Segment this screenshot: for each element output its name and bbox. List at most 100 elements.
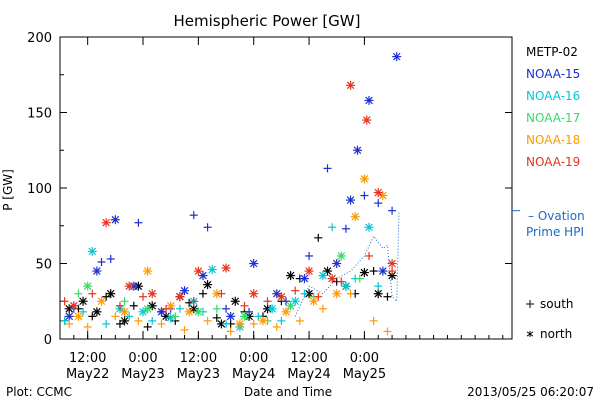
- legend-entry: METP-02: [526, 45, 578, 59]
- south-marker: [295, 316, 304, 325]
- south-marker: [139, 292, 148, 301]
- plot-source: Plot: CCMC: [6, 385, 72, 399]
- south-marker: [318, 304, 327, 313]
- north-marker: [373, 188, 383, 198]
- south-marker: [83, 322, 92, 331]
- south-marker: [369, 267, 378, 276]
- north-marker: [258, 316, 268, 326]
- south-marker: [374, 282, 383, 291]
- south-marker: [240, 301, 249, 310]
- x-axis-label: Date and Time: [244, 385, 332, 399]
- north-marker: [281, 307, 291, 317]
- south-marker: [88, 289, 97, 298]
- plot-frame: [59, 36, 513, 340]
- south-marker: [102, 319, 111, 328]
- north-marker: [392, 52, 402, 62]
- north-marker: [198, 271, 208, 281]
- x-tick-date-label: May25: [343, 367, 386, 382]
- south-marker: [369, 316, 378, 325]
- north-marker: [249, 289, 259, 299]
- south-marker: [277, 316, 286, 325]
- north-marker: [143, 304, 153, 314]
- south-marker: [360, 191, 369, 200]
- north-marker: [207, 265, 217, 275]
- south-marker: [374, 199, 383, 208]
- south-marker: [245, 307, 254, 316]
- legend-north-label: north: [540, 327, 572, 341]
- south-marker: [323, 164, 332, 173]
- south-marker: [175, 304, 184, 313]
- y-tick-label: 150: [27, 107, 52, 122]
- x-tick-date-label: May24: [232, 367, 275, 382]
- south-marker: [180, 325, 189, 334]
- legend-entry: NOAA-18: [526, 133, 580, 147]
- y-tick-label: 0: [44, 333, 52, 348]
- north-marker: [378, 191, 388, 201]
- north-marker: [87, 246, 97, 256]
- north-marker: [309, 296, 319, 306]
- north-marker: [364, 95, 374, 105]
- north-marker: [341, 281, 351, 291]
- south-marker: [388, 206, 397, 215]
- south-marker: [65, 319, 74, 328]
- north-marker: [180, 286, 190, 296]
- south-marker: [198, 289, 207, 298]
- north-marker: [166, 301, 176, 311]
- x-tick-date-label: May24: [287, 367, 330, 382]
- south-marker: [60, 316, 69, 325]
- north-marker: [359, 268, 369, 278]
- north-marker: [364, 222, 374, 232]
- north-marker: [276, 292, 286, 302]
- north-marker: [92, 307, 102, 317]
- north-marker: [286, 301, 296, 311]
- north-marker: [69, 301, 79, 311]
- south-marker: [254, 312, 263, 321]
- north-marker: [147, 301, 157, 311]
- south-marker: [212, 313, 221, 322]
- x-tick-date-label: May23: [121, 367, 164, 382]
- north-marker: [64, 304, 74, 314]
- south-marker: [291, 286, 300, 295]
- south-marker: [337, 277, 346, 286]
- north-marker: [286, 271, 296, 281]
- north-marker: [110, 215, 120, 225]
- north-marker: [249, 259, 259, 268]
- x-tick-time-label: 12:00: [69, 351, 106, 366]
- south-marker: [157, 319, 166, 328]
- y-tick-label: 200: [27, 31, 52, 46]
- north-marker: [318, 271, 328, 281]
- north-marker: [346, 80, 356, 90]
- north-marker: [373, 289, 383, 299]
- y-axis-label: P [GW]: [1, 169, 15, 211]
- ovation-legend-line1: – Ovation: [528, 209, 585, 223]
- x-tick-time-label: 12:00: [290, 351, 327, 366]
- north-marker: [304, 266, 314, 276]
- south-marker: [203, 316, 212, 325]
- north-marker: [175, 292, 185, 302]
- south-marker: [60, 297, 69, 306]
- north-marker: [106, 289, 116, 299]
- x-tick-time-label: 12:00: [180, 351, 217, 366]
- north-marker: [147, 289, 157, 299]
- south-marker: [305, 251, 314, 260]
- north-marker: [221, 263, 231, 273]
- north-marker: [332, 259, 342, 268]
- north-marker: [230, 296, 240, 306]
- north-marker: [226, 311, 236, 321]
- south-marker: [106, 254, 115, 263]
- north-marker: [83, 281, 93, 291]
- legend-entry: NOAA-15: [526, 67, 580, 81]
- south-marker: [143, 322, 152, 331]
- x-tick-date-label: May23: [177, 367, 220, 382]
- north-marker: [193, 266, 203, 276]
- north-marker: [239, 311, 249, 321]
- legend-entry: NOAA-17: [526, 111, 580, 125]
- south-marker: [115, 301, 124, 310]
- north-marker: [97, 296, 107, 306]
- north-marker: [189, 304, 199, 314]
- north-marker: [378, 266, 388, 276]
- south-marker: [222, 319, 231, 328]
- y-tick-label: 50: [35, 258, 52, 273]
- south-marker: [111, 312, 120, 321]
